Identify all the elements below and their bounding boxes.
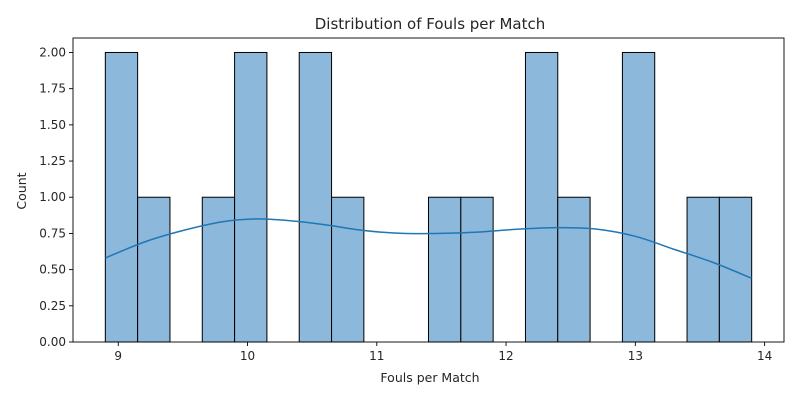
- y-tick-label: 0.25: [39, 299, 66, 313]
- histogram-bar: [428, 196, 462, 343]
- kde-layer: [105, 218, 752, 279]
- histogram-bar: [234, 51, 268, 343]
- x-axis-label: Fouls per Match: [380, 370, 479, 385]
- x-tick-label: 11: [369, 349, 384, 363]
- histogram-bar: [298, 51, 333, 343]
- histogram-bar: [137, 196, 171, 343]
- histogram-bar: [557, 196, 591, 343]
- x-tick-label: 13: [628, 349, 643, 363]
- x-tick-label: 14: [757, 349, 772, 363]
- y-tick-label: 0.00: [39, 335, 66, 349]
- y-tick-label: 0.75: [39, 226, 66, 240]
- y-tick-label: 1.75: [39, 82, 66, 96]
- y-axis-label: Count: [14, 172, 29, 209]
- chart-title: Distribution of Fouls per Match: [315, 15, 546, 33]
- histogram-bar: [201, 196, 236, 343]
- y-tick-label: 0.50: [39, 263, 66, 277]
- plot-frame: [72, 37, 785, 343]
- histogram-bar: [460, 196, 494, 343]
- histogram-bar: [524, 51, 559, 343]
- histogram-bar: [621, 51, 656, 343]
- kde-density-line: [105, 218, 752, 279]
- y-tick-label: 1.00: [39, 190, 66, 204]
- x-tick-label: 10: [240, 349, 255, 363]
- axes-layer: 9 10 11 12 13 14 0.00 0.25 0.50 0.75 1.00 1.25 1.50 1…: [39, 37, 785, 363]
- histogram-bar: [331, 196, 365, 343]
- x-tick-label: 9: [114, 349, 122, 363]
- y-tick-label: 2.00: [39, 45, 66, 59]
- histogram-bar: [718, 196, 753, 343]
- y-tick-label: 1.50: [39, 118, 66, 132]
- histogram-bar: [104, 51, 139, 343]
- x-tick-label: 12: [498, 349, 513, 363]
- bars-layer: [104, 51, 753, 343]
- y-tick-label: 1.25: [39, 154, 66, 168]
- histogram-bar: [686, 196, 720, 343]
